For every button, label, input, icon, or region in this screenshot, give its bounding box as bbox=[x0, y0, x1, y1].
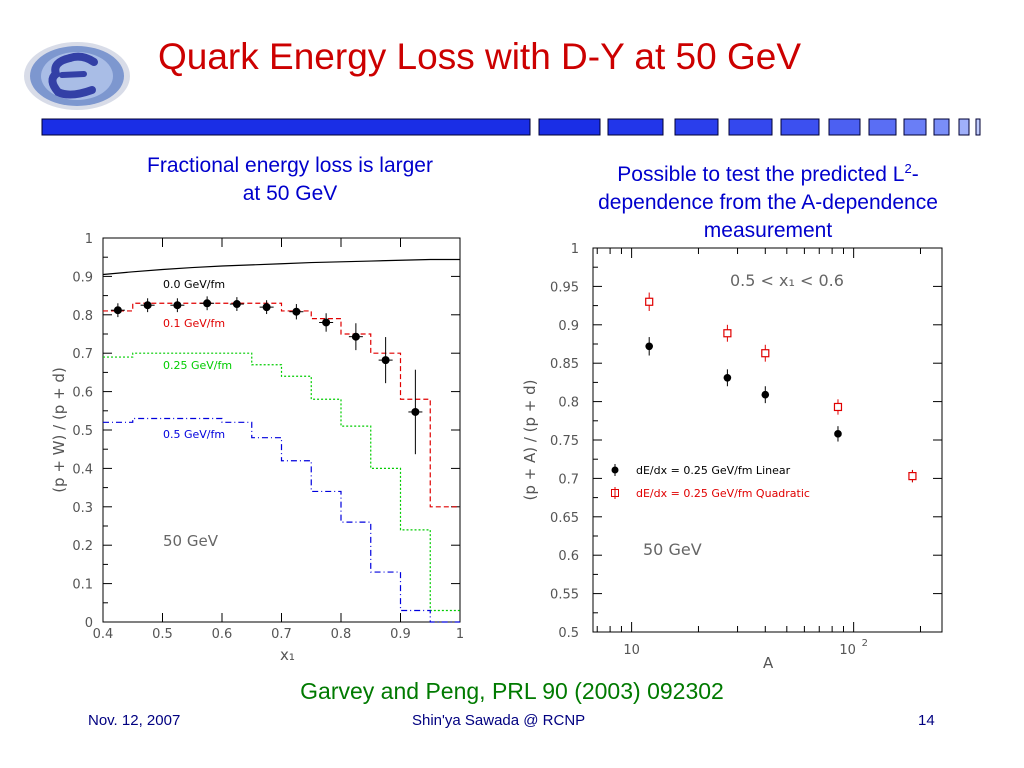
right-caption: Possible to test the predicted L2- depen… bbox=[548, 155, 988, 245]
right-x-axis-label: A bbox=[763, 654, 774, 672]
right-caption-hyphen: - bbox=[911, 163, 919, 186]
left-y-tick-label: 0.3 bbox=[72, 501, 93, 516]
left-x-tick-label: 0.8 bbox=[331, 627, 352, 642]
left-x-tick-label: 0.5 bbox=[152, 627, 173, 642]
right-quadratic-point bbox=[833, 402, 843, 412]
left-x-tick-label: 0.6 bbox=[212, 627, 233, 642]
left-x-tick-label: 0.7 bbox=[271, 627, 292, 642]
left-data-point bbox=[292, 307, 301, 316]
left-y-tick-label: 0.9 bbox=[72, 270, 93, 285]
footer-date: Nov. 12, 2007 bbox=[88, 712, 181, 729]
left-series-label: 0.5 GeV/fm bbox=[163, 428, 225, 441]
left-x-tick-label: 0.4 bbox=[93, 627, 114, 642]
left-caption: Fractional energy loss is larger at 50 G… bbox=[100, 152, 480, 208]
left-data-point bbox=[232, 300, 241, 309]
right-linear-point bbox=[761, 390, 770, 399]
left-x-tick-label: 0.9 bbox=[390, 627, 411, 642]
left-y-tick-label: 0.2 bbox=[72, 539, 93, 554]
right-range-label: 0.5 < x₁ < 0.6 bbox=[730, 271, 844, 290]
citation: Garvey and Peng, PRL 90 (2003) 092302 bbox=[300, 678, 724, 704]
right-quadratic-point bbox=[723, 329, 732, 338]
right-x-tick-label: 10 bbox=[623, 643, 640, 658]
left-data-point bbox=[173, 301, 182, 310]
left-plot-frame bbox=[102, 237, 461, 623]
right-caption-line1: Possible to test the predicted L bbox=[617, 163, 905, 186]
right-y-tick-label: 0.7 bbox=[558, 472, 579, 487]
left-data-point bbox=[322, 318, 331, 327]
left-y-tick-label: 1 bbox=[85, 232, 93, 247]
right-y-tick-label: 0.9 bbox=[558, 319, 579, 334]
right-y-axis-label: (p + A) / (p + d) bbox=[521, 379, 539, 500]
right-y-tick-label: 0.85 bbox=[550, 357, 579, 372]
right-x-tick-label: 10 bbox=[839, 643, 856, 658]
right-caption-line3: measurement bbox=[703, 219, 833, 242]
right-y-tick-label: 0.55 bbox=[550, 588, 579, 603]
right-y-tick-label: 0.6 bbox=[558, 549, 579, 564]
experiment-logo bbox=[24, 42, 130, 110]
footer-page-number: 14 bbox=[918, 712, 935, 729]
legend-entry: dE/dx = 0.25 GeV/fm Linear bbox=[636, 464, 791, 477]
left-y-axis-label: (p + W) / (p + d) bbox=[50, 367, 68, 493]
left-data-point bbox=[113, 306, 122, 315]
left-data-point bbox=[381, 356, 390, 365]
right-caption-superscript: 2 bbox=[904, 161, 912, 176]
right-energy-annotation: 50 GeV bbox=[643, 540, 702, 559]
left-series-label: 0.1 GeV/fm bbox=[163, 317, 225, 330]
left-series-line-3 bbox=[103, 417, 460, 623]
right-quadratic-point bbox=[645, 297, 654, 306]
right-linear-point bbox=[723, 373, 732, 382]
decorative-bar bbox=[41, 118, 981, 136]
left-series-line-1 bbox=[103, 302, 460, 508]
left-caption-line2: at 50 GeV bbox=[242, 182, 338, 205]
left-data-point bbox=[143, 301, 152, 310]
right-x-tick-exponent: 2 bbox=[862, 638, 868, 649]
left-x-tick-label: 1 bbox=[456, 627, 464, 642]
right-linear-point bbox=[834, 430, 842, 438]
left-y-tick-label: 0.7 bbox=[72, 347, 93, 362]
right-quadratic-point bbox=[908, 471, 917, 481]
left-y-tick-label: 0.8 bbox=[72, 309, 93, 324]
left-y-tick-label: 0.4 bbox=[72, 462, 93, 477]
legend-entry: dE/dx = 0.25 GeV/fm Quadratic bbox=[636, 487, 810, 500]
left-data-point bbox=[411, 407, 420, 416]
left-y-tick-label: 0.5 bbox=[72, 424, 93, 439]
left-series-line-2 bbox=[103, 352, 460, 612]
right-y-tick-label: 1 bbox=[571, 242, 579, 257]
left-series-label: 0.0 GeV/fm bbox=[163, 278, 225, 291]
left-data-point bbox=[351, 332, 360, 341]
right-y-tick-label: 0.8 bbox=[558, 396, 579, 411]
left-y-tick-label: 0.6 bbox=[72, 386, 93, 401]
right-y-tick-label: 0.5 bbox=[558, 626, 579, 641]
left-data-point bbox=[262, 303, 271, 312]
right-y-tick-label: 0.65 bbox=[550, 511, 579, 526]
left-series-line-0 bbox=[102, 258, 460, 276]
left-caption-line1: Fractional energy loss is larger bbox=[147, 154, 433, 177]
right-y-tick-label: 0.95 bbox=[550, 280, 579, 295]
footer-author: Shin'ya Sawada @ RCNP bbox=[412, 712, 586, 729]
right-y-tick-label: 0.75 bbox=[550, 434, 579, 449]
left-energy-annotation: 50 GeV bbox=[163, 532, 219, 550]
right-quadratic-point bbox=[761, 349, 770, 358]
left-y-tick-label: 0 bbox=[85, 616, 93, 631]
left-y-tick-label: 0.1 bbox=[72, 578, 93, 593]
left-x-axis-label: x₁ bbox=[280, 646, 295, 664]
right-caption-line2: dependence from the A-dependence bbox=[598, 191, 938, 214]
right-linear-point bbox=[645, 342, 653, 351]
left-data-point bbox=[203, 299, 212, 308]
slide-title: Quark Energy Loss with D-Y at 50 GeV bbox=[158, 36, 802, 77]
left-series-label: 0.25 GeV/fm bbox=[163, 359, 232, 372]
